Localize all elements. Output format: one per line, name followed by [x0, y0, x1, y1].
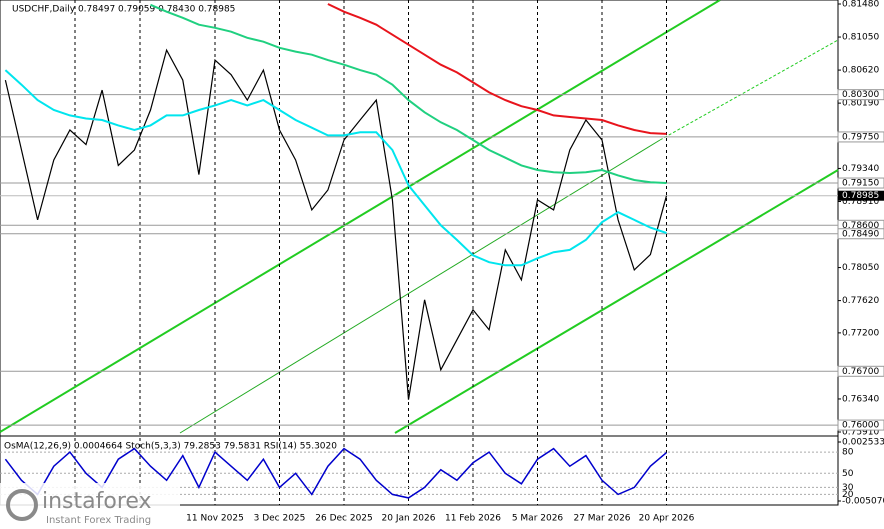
series-line: [4, 48, 668, 400]
level-box: [837, 365, 884, 377]
y-tick-label: 0.81480: [842, 0, 879, 10]
y-tick-label: 0.78050: [842, 263, 879, 273]
logo: instaforex Instant Forex Trading: [0, 483, 180, 529]
level-box: [837, 228, 884, 240]
level-label: 0.76000: [842, 421, 879, 431]
y-tick-label: 0.76340: [842, 394, 879, 404]
chart-title: USDCHF,Daily 0.78497 0.79059 0.78430 0.7…: [12, 5, 235, 15]
x-tick-label: 26 Dec 2025: [315, 514, 373, 524]
indicator-tick-label: 30: [842, 483, 854, 493]
indicator-y2-tick-label: -0.005070: [842, 497, 884, 507]
trend-line: [179, 139, 661, 434]
indicator-title: OsMA(12,26,9) 0.0004664 Stoch(5,3,3) 79.…: [4, 442, 337, 452]
level-box: [837, 131, 884, 143]
x-tick-label: 11 Feb 2026: [445, 514, 501, 524]
trend-line: [394, 169, 839, 434]
x-tick-label: 20 Jan 2026: [382, 514, 436, 524]
x-tick-label: 27 Mar 2026: [573, 514, 630, 524]
level-label: 0.79750: [842, 132, 879, 142]
series-line: [150, 3, 667, 184]
indicator-y2-tick-label: 0.002533: [842, 438, 884, 448]
x-tick-label: 5 Mar 2026: [512, 514, 564, 524]
last-price-box: [838, 190, 884, 201]
plot-frame: [0, 0, 839, 506]
y-tick-label: 0.80620: [842, 66, 879, 76]
y-tick-label: 0.77200: [842, 328, 879, 338]
y-tick-label: 0.78910: [842, 197, 879, 207]
trend-line: [0, 0, 721, 433]
level-label: 0.78600: [842, 221, 879, 231]
level-label: 0.78490: [842, 229, 879, 239]
logo-icon: [6, 489, 38, 521]
series-line: [327, 3, 667, 135]
level-label: 0.76700: [842, 367, 879, 377]
x-tick-label: 3 Dec 2025: [254, 514, 306, 524]
trend-line: [659, 39, 839, 141]
y-tick-label: 0.79340: [842, 164, 879, 174]
y-tick-label: 0.77620: [842, 296, 879, 306]
y-tick-label: 0.75910: [842, 428, 879, 438]
level-box: [837, 89, 884, 101]
indicator-tick-label: 20: [842, 490, 854, 500]
logo-name: instaforex: [42, 489, 152, 514]
level-box: [837, 419, 884, 431]
level-box: [837, 177, 884, 189]
indicator-tick-label: 80: [842, 448, 854, 458]
logo-tagline: Instant Forex Trading: [46, 515, 151, 526]
series-line: [4, 69, 667, 267]
level-label: 0.79150: [842, 179, 879, 189]
level-label: 0.80300: [842, 90, 879, 100]
series-line: [4, 447, 667, 499]
x-tick-label: 11 Nov 2025: [186, 514, 244, 524]
y-tick-label: 0.80190: [842, 99, 879, 109]
indicator-tick-label: 50: [842, 469, 854, 479]
last-price-label: 0.78985: [842, 191, 879, 201]
y-tick-label: 0.81050: [842, 33, 879, 43]
x-tick-label: 20 Apr 2026: [639, 514, 695, 524]
logo-bg: [0, 483, 180, 529]
